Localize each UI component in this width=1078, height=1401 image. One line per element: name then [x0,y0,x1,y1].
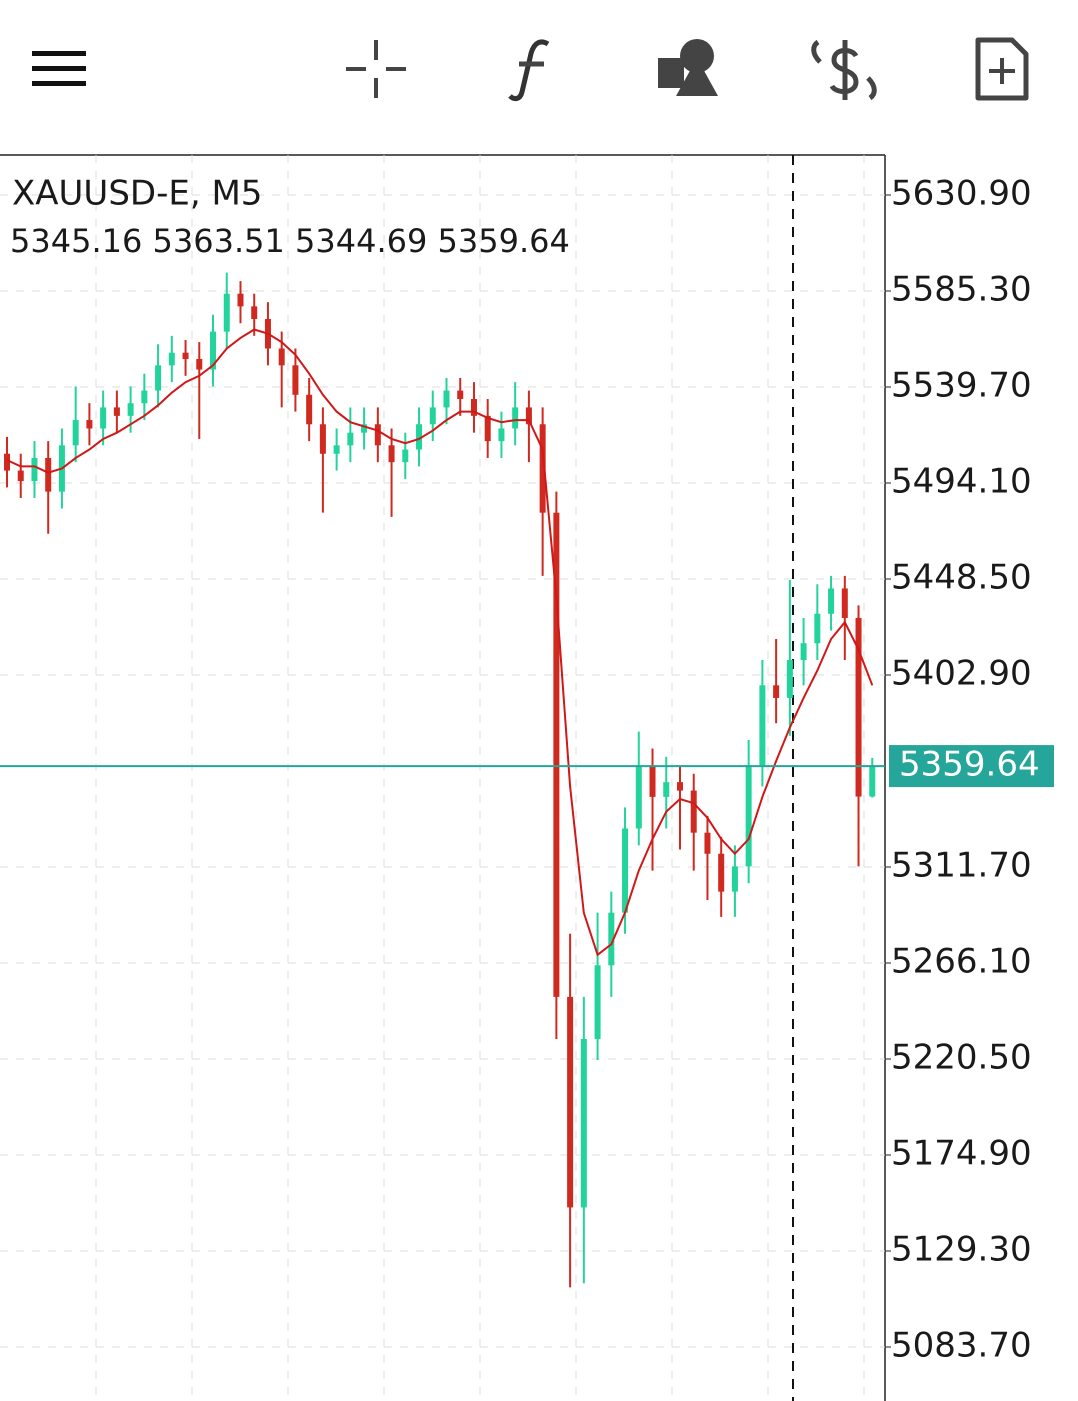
y-tick-label: 5129.30 [891,1230,1032,1270]
candle-body [416,424,423,450]
candle-body [4,453,10,471]
candle-body [484,415,491,442]
candle-body [182,352,189,359]
candle-body [869,766,876,797]
candle-body [786,660,793,698]
y-tick-label: 5630.90 [891,174,1032,214]
candle-body [676,782,683,791]
y-tick-label: 5220.50 [891,1038,1032,1078]
crosshair-button[interactable] [346,40,406,98]
candle-body [567,996,574,1208]
candle-body [319,424,326,454]
ohlc-readout: 5345.16 5363.51 5344.69 5359.64 [10,222,570,260]
candle-body [429,407,436,425]
candle-body [237,293,244,307]
y-tick-label: 5174.90 [891,1134,1032,1174]
candle-body [690,790,697,833]
candle-body [622,828,629,913]
y-tick-label: 5448.50 [891,558,1032,598]
candle-body [608,912,615,966]
candle-body [127,403,134,416]
candle-body [86,420,93,429]
candle-body [470,399,477,416]
candle-body [388,445,395,463]
y-tick-label: 5266.10 [891,942,1032,982]
candle-body [361,424,368,433]
candle-body [31,457,38,482]
y-tick-label: 5402.90 [891,654,1032,694]
y-tick-label: 5585.30 [891,270,1032,310]
candle-body [17,470,24,482]
candle-body [580,1039,587,1208]
candle-body [223,293,230,332]
candle-body [731,866,738,892]
candle-body [841,588,848,618]
candle-body [745,765,752,867]
candle-body [306,394,313,425]
candle-body [155,365,162,391]
y-tick-label: 5494.10 [891,462,1032,502]
candle-body [210,331,217,370]
y-tick-label: 5539.70 [891,366,1032,406]
candle-body [759,685,766,766]
candle-body [196,359,203,370]
candle-body [704,832,711,854]
y-tick-label: 5083.70 [891,1326,1032,1366]
candle-body [374,424,381,446]
candle-body [251,306,258,319]
candle-body [663,782,670,797]
candle-body [635,765,642,829]
candle-body [855,617,862,797]
candle-body [100,407,107,429]
new-order-button[interactable] [975,37,1029,101]
candle-body [525,407,532,425]
current-price-box [889,745,1054,788]
candle-body [457,390,464,399]
candle-body [512,407,519,429]
candle-body [718,853,725,892]
trade-button[interactable] [811,39,877,101]
candle-body [347,432,354,446]
candle-body [72,420,79,446]
candle-body [553,512,560,997]
candle-body [773,685,780,698]
candle-body [333,445,340,454]
candle-body [443,390,450,408]
objects-button[interactable] [658,39,718,96]
indicators-button[interactable] [508,39,550,102]
candle-body [292,365,299,395]
candle-body [168,352,175,366]
candle-body [113,407,120,416]
candle-body [649,765,656,797]
candle-body [594,965,601,1039]
plot [0,194,885,1348]
candle-body [402,449,409,463]
candle-body [800,643,807,661]
candle-body [814,613,821,644]
current-price-label: 5359.64 [899,745,1040,785]
y-tick-label: 5311.70 [891,846,1032,886]
candle-body [141,390,148,404]
candle-body [278,348,285,366]
candle-body [828,588,835,614]
candle-body [498,428,505,442]
candle-body [539,424,546,513]
moving-average [6,328,874,957]
chart-title: XAUUSD-E, M5 [12,174,262,214]
menu-button[interactable] [32,51,86,86]
candle-body [45,457,52,492]
